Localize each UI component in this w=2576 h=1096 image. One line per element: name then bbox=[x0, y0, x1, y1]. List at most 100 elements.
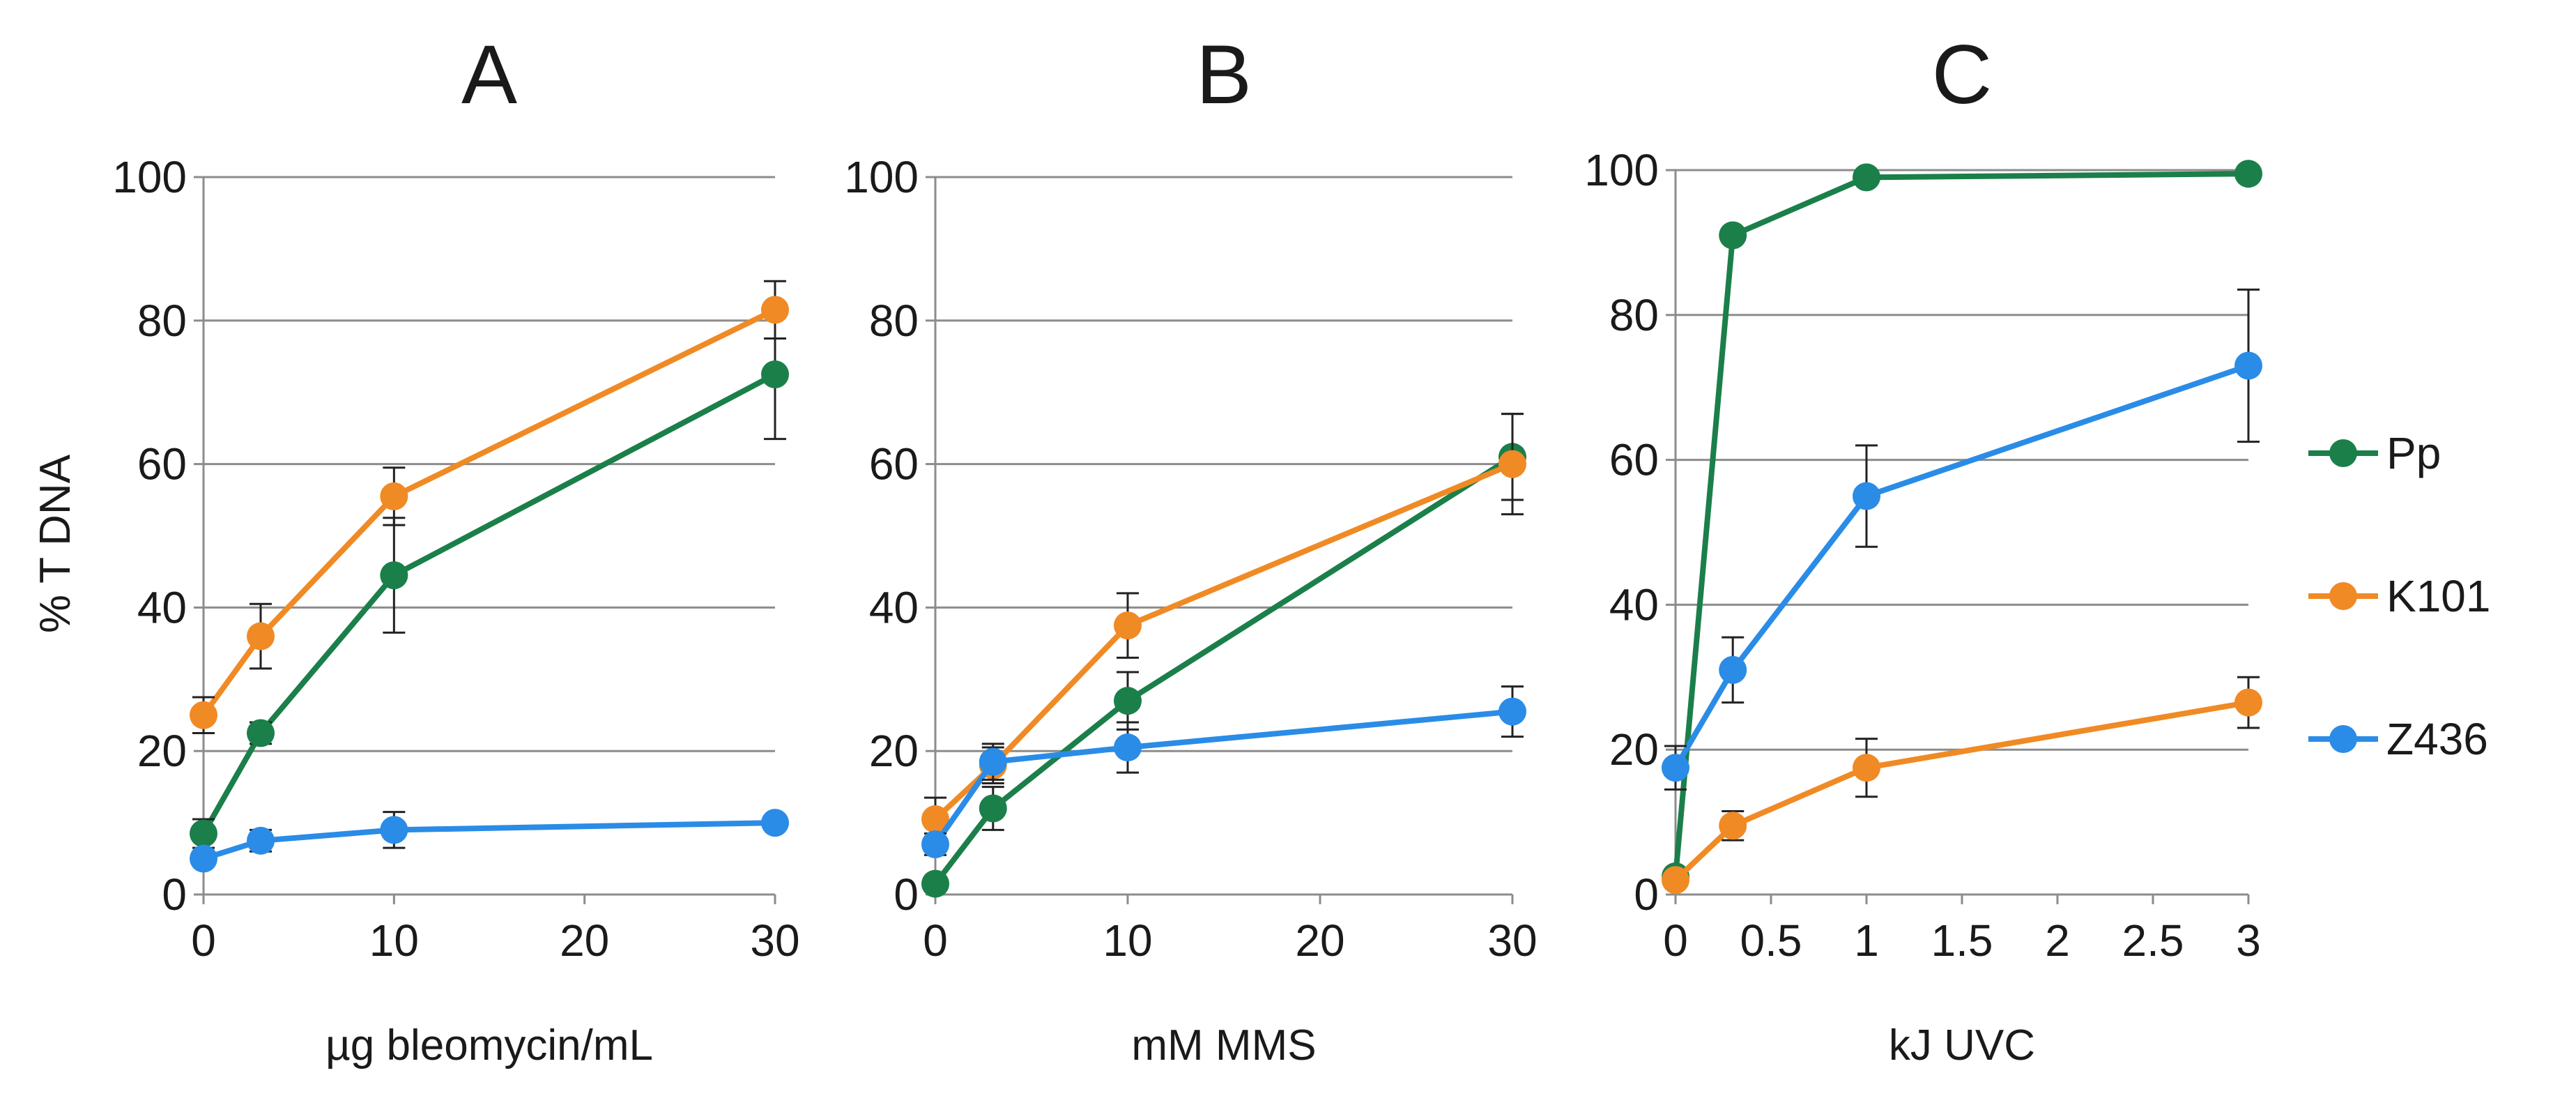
data-point-Z436 bbox=[190, 844, 217, 873]
x-tick-label: 10 bbox=[1103, 915, 1152, 966]
y-tick-label: 20 bbox=[137, 726, 187, 776]
legend-marker bbox=[2329, 725, 2357, 753]
legend: Pp K101 Z436 bbox=[2308, 428, 2490, 764]
x-tick-label: 30 bbox=[1487, 915, 1537, 966]
data-point-Z436 bbox=[1498, 697, 1526, 726]
x-tick-label: 20 bbox=[560, 915, 609, 966]
data-point-Z436 bbox=[979, 747, 1007, 776]
y-tick-label: 60 bbox=[869, 439, 919, 489]
data-point-Z436 bbox=[921, 830, 949, 858]
y-tick-label: 80 bbox=[1609, 290, 1659, 340]
data-point-Pp bbox=[1853, 163, 1880, 192]
data-point-Pp bbox=[247, 719, 275, 747]
legend-marker bbox=[2329, 582, 2357, 610]
y-tick-label: 20 bbox=[869, 726, 919, 776]
x-tick-label: 2 bbox=[2045, 915, 2070, 966]
data-point-Z436 bbox=[2234, 351, 2262, 380]
legend-label: K101 bbox=[2386, 571, 2490, 621]
data-point-Pp bbox=[1114, 687, 1142, 715]
data-point-Pp bbox=[2234, 160, 2262, 188]
legend-item-K101: K101 bbox=[2308, 571, 2490, 621]
y-tick-label: 100 bbox=[844, 152, 919, 202]
data-point-Z436 bbox=[1853, 482, 1880, 510]
data-point-K101 bbox=[921, 805, 949, 833]
x-tick-label: 10 bbox=[369, 915, 419, 966]
x-tick-label: 2.5 bbox=[2122, 915, 2184, 966]
series-line-K101 bbox=[933, 461, 1514, 821]
y-tick-label: 0 bbox=[1634, 869, 1659, 920]
series-K101 bbox=[921, 413, 1526, 842]
data-point-Pp bbox=[190, 819, 217, 848]
data-point-K101 bbox=[1662, 866, 1689, 895]
panel-title-A: A bbox=[461, 28, 517, 121]
x-tick-label: 20 bbox=[1295, 915, 1344, 966]
data-point-Pp bbox=[1719, 221, 1747, 250]
legend-item-Pp: Pp bbox=[2308, 428, 2441, 478]
series-line-Z436 bbox=[202, 820, 776, 862]
data-point-K101 bbox=[190, 701, 217, 729]
x-tick-label: 1 bbox=[1854, 915, 1879, 966]
data-point-K101 bbox=[1853, 754, 1880, 782]
data-point-K101 bbox=[2234, 688, 2262, 717]
series-line-K101 bbox=[201, 307, 776, 717]
y-tick-label: 40 bbox=[1609, 579, 1659, 630]
y-tick-label: 40 bbox=[869, 582, 919, 632]
data-point-K101 bbox=[1114, 611, 1142, 640]
series-line-Pp bbox=[1673, 171, 2249, 877]
series-Z436 bbox=[921, 685, 1526, 858]
y-axis-title: % T DNA bbox=[31, 454, 79, 633]
series-line-Pp bbox=[933, 454, 1515, 885]
data-point-Pp bbox=[921, 869, 949, 898]
series-Z436 bbox=[1662, 288, 2262, 791]
y-tick-label: 60 bbox=[1609, 435, 1659, 485]
data-point-Z436 bbox=[1114, 733, 1142, 762]
series-line-K101 bbox=[1673, 699, 2249, 883]
data-point-Z436 bbox=[761, 809, 789, 837]
panel-title-B: B bbox=[1196, 28, 1252, 121]
data-point-Z436 bbox=[1662, 754, 1689, 782]
series-Pp bbox=[190, 308, 789, 849]
series-line-Pp bbox=[201, 372, 776, 835]
data-point-Z436 bbox=[1719, 655, 1747, 684]
y-tick-label: 0 bbox=[894, 869, 919, 920]
series-Z436 bbox=[190, 809, 789, 873]
legend-item-Z436: Z436 bbox=[2308, 714, 2488, 764]
x-axis-title: µg bleomycin/mL bbox=[325, 1021, 653, 1070]
x-tick-label: 3 bbox=[2236, 915, 2261, 966]
data-point-Z436 bbox=[380, 816, 408, 844]
data-point-Pp bbox=[380, 561, 408, 590]
series-line-Z436 bbox=[1673, 363, 2250, 770]
data-point-K101 bbox=[761, 296, 789, 324]
data-point-K101 bbox=[1498, 450, 1526, 478]
chart-panel-C: 0 20 40 60 80 100 0 0.5 1 1.5 2 2.5 3 CkJ UVC bbox=[1584, 28, 2262, 1070]
panel-title-C: C bbox=[1932, 28, 1993, 121]
y-tick-label: 40 bbox=[137, 582, 187, 632]
data-point-K101 bbox=[380, 482, 408, 510]
x-tick-label: 1.5 bbox=[1931, 915, 1993, 966]
series-K101 bbox=[1662, 676, 2262, 895]
y-tick-label: 20 bbox=[1609, 724, 1659, 775]
data-point-K101 bbox=[1719, 812, 1747, 840]
x-tick-label: 0 bbox=[923, 915, 948, 966]
series-Pp bbox=[1662, 160, 2262, 891]
x-axis-title: kJ UVC bbox=[1889, 1021, 2035, 1070]
y-tick-label: 0 bbox=[162, 869, 187, 920]
data-point-Pp bbox=[979, 794, 1007, 823]
legend-label: Pp bbox=[2386, 428, 2441, 478]
y-tick-label: 100 bbox=[112, 152, 187, 202]
x-axis-title: mM MMS bbox=[1131, 1021, 1316, 1070]
data-point-Z436 bbox=[247, 826, 275, 855]
series-line-Z436 bbox=[933, 708, 1513, 846]
y-tick-label: 60 bbox=[137, 439, 187, 489]
x-tick-label: 0 bbox=[191, 915, 216, 966]
series-Pp bbox=[921, 413, 1526, 898]
data-point-Pp bbox=[761, 360, 789, 388]
data-point-K101 bbox=[247, 622, 275, 650]
legend-label: Z436 bbox=[2386, 714, 2488, 764]
chart-panel-B: 0 20 40 60 80 100 0 10 20 30 BmM MMS bbox=[844, 28, 1537, 1070]
x-tick-label: 0 bbox=[1663, 915, 1688, 966]
y-tick-label: 80 bbox=[869, 296, 919, 346]
x-tick-label: 0.5 bbox=[1740, 915, 1802, 966]
